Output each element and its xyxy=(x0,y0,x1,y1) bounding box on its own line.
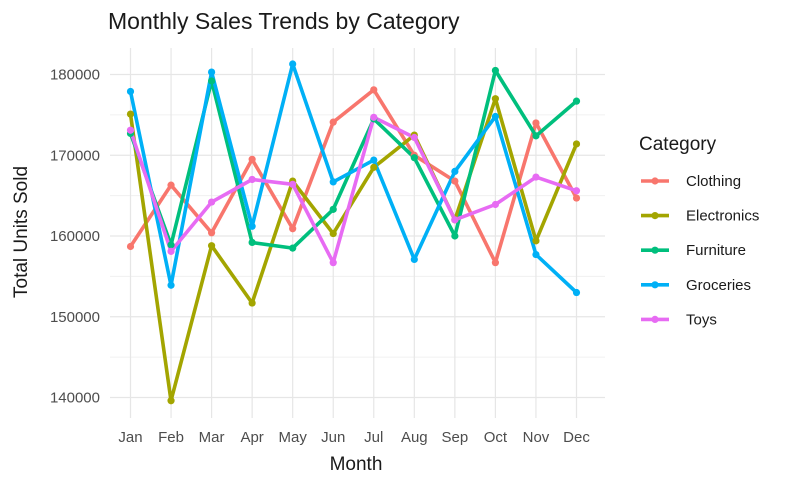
legend-key-point xyxy=(651,281,659,289)
x-tick-label: Apr xyxy=(240,429,263,446)
data-point-electronics xyxy=(491,95,500,103)
data-point-furniture xyxy=(207,77,216,85)
data-point-toys xyxy=(451,216,459,224)
series-line-electronics xyxy=(128,96,579,403)
legend-key-point xyxy=(651,315,659,323)
x-tick-label: Mar xyxy=(199,429,225,446)
data-point-furniture xyxy=(248,238,256,247)
y-axis-tick-labels: 140000 150000 160000 170000 180000 xyxy=(50,67,100,407)
data-point-clothing xyxy=(126,242,135,251)
x-tick-label: Aug xyxy=(401,429,428,446)
data-point-groceries xyxy=(167,281,175,289)
data-point-groceries xyxy=(572,288,581,297)
legend-label: Electronics xyxy=(686,208,759,225)
x-axis-title: Month xyxy=(330,454,383,475)
data-point-clothing xyxy=(207,229,216,237)
y-tick-label: 170000 xyxy=(50,147,100,164)
data-point-clothing xyxy=(289,225,297,233)
data-point-groceries xyxy=(370,156,378,164)
data-point-clothing xyxy=(451,177,459,185)
y-tick-label: 160000 xyxy=(50,228,100,245)
data-point-clothing xyxy=(370,86,378,94)
data-point-furniture xyxy=(451,232,459,240)
data-point-toys xyxy=(370,113,378,121)
data-point-furniture xyxy=(532,132,540,140)
data-point-toys xyxy=(167,247,175,255)
data-point-electronics xyxy=(248,299,256,307)
data-point-furniture xyxy=(491,66,500,75)
data-point-electronics xyxy=(370,163,378,171)
data-point-clothing xyxy=(532,119,540,127)
data-point-clothing xyxy=(248,155,256,163)
data-point-toys xyxy=(248,175,256,184)
x-tick-label: Jul xyxy=(364,429,383,446)
x-axis-tick-labels: Jan Feb Mar Apr May Jun Jul Aug Sep Oct Nov Dec xyxy=(118,429,590,446)
data-point-furniture xyxy=(289,244,297,252)
data-point-electronics xyxy=(329,229,337,238)
data-point-toys xyxy=(207,198,216,206)
y-tick-label: 150000 xyxy=(50,309,100,326)
data-point-clothing xyxy=(167,181,175,189)
data-point-furniture xyxy=(572,97,581,105)
x-tick-label: Dec xyxy=(563,429,590,446)
x-tick-label: Sep xyxy=(442,429,469,446)
data-point-electronics xyxy=(532,237,540,245)
data-point-toys xyxy=(410,133,418,142)
data-point-groceries xyxy=(532,250,540,259)
y-tick-label: 140000 xyxy=(50,390,100,407)
data-point-groceries xyxy=(410,255,418,264)
legend-label: Furniture xyxy=(686,242,746,259)
data-point-toys xyxy=(126,126,135,134)
y-tick-label: 180000 xyxy=(50,67,100,84)
legend-key-point xyxy=(651,177,659,185)
data-point-groceries xyxy=(329,178,337,186)
x-tick-label: May xyxy=(279,429,308,446)
chart-title: Monthly Sales Trends by Category xyxy=(108,8,460,34)
data-point-clothing xyxy=(329,118,337,126)
data-point-clothing xyxy=(491,259,500,267)
legend-label: Groceries xyxy=(686,277,751,294)
data-point-toys xyxy=(491,200,500,209)
x-tick-label: Jan xyxy=(118,429,142,446)
series-lines xyxy=(128,62,579,403)
data-point-electronics xyxy=(572,140,581,148)
x-tick-label: Feb xyxy=(158,429,184,446)
data-point-furniture xyxy=(167,241,175,249)
data-point-toys xyxy=(532,173,540,181)
data-point-electronics xyxy=(167,397,175,405)
data-point-groceries xyxy=(289,60,297,68)
data-point-furniture xyxy=(329,205,337,213)
x-tick-label: Jun xyxy=(321,429,345,446)
series-line-toys xyxy=(128,115,578,265)
legend-label: Clothing xyxy=(686,173,741,190)
legend: Category Clothing Electronics Furniture Gro… xyxy=(639,134,759,328)
data-point-electronics xyxy=(207,242,216,250)
data-point-groceries xyxy=(207,68,216,76)
data-point-groceries xyxy=(491,112,500,121)
x-tick-label: Nov xyxy=(523,429,550,446)
series-points xyxy=(126,60,581,405)
x-tick-label: Oct xyxy=(484,429,508,446)
legend-title: Category xyxy=(639,134,717,155)
data-point-electronics xyxy=(126,110,135,118)
data-point-toys xyxy=(329,259,337,267)
series-line-groceries xyxy=(128,62,578,294)
legend-key-point xyxy=(651,212,659,220)
data-point-toys xyxy=(289,180,297,188)
legend-label: Toys xyxy=(686,311,717,328)
data-point-groceries xyxy=(248,222,256,230)
data-point-groceries xyxy=(126,87,135,96)
legend-key-point xyxy=(651,246,659,254)
data-point-toys xyxy=(572,187,581,195)
y-axis-title: Total Units Sold xyxy=(11,166,32,298)
data-point-groceries xyxy=(451,167,459,175)
series-line-clothing xyxy=(128,88,579,265)
data-point-clothing xyxy=(572,194,581,202)
data-point-furniture xyxy=(410,154,418,162)
